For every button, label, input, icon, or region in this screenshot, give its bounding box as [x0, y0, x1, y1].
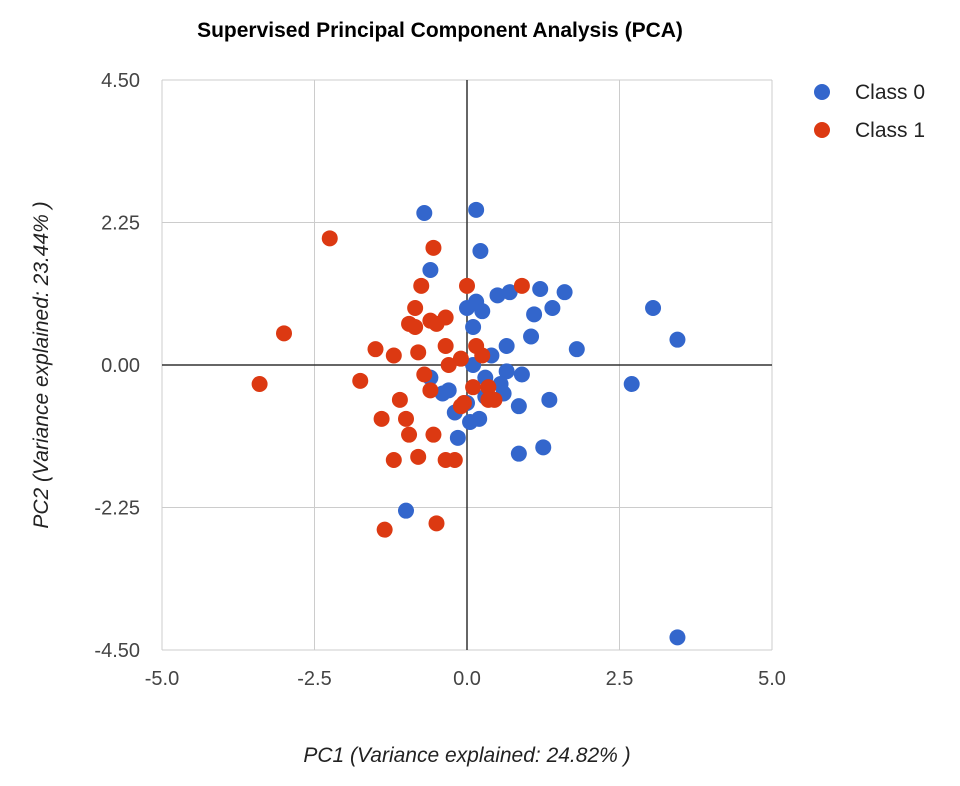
- data-point: [669, 629, 686, 646]
- y-tick-label: -4.50: [94, 640, 140, 662]
- data-point: [446, 452, 463, 468]
- legend-label: Class 1: [855, 119, 925, 142]
- data-point: [510, 398, 527, 415]
- data-point: [425, 239, 442, 256]
- data-point: [398, 410, 414, 427]
- data-point: [251, 376, 268, 392]
- data-point: [437, 338, 454, 354]
- x-tick-label: 0.0: [453, 668, 481, 690]
- data-point: [480, 379, 497, 396]
- data-point: [407, 300, 424, 316]
- data-point: [425, 426, 442, 443]
- data-point: [568, 341, 585, 358]
- y-tick-label: 4.50: [101, 70, 140, 92]
- y-axis-ticks: 4.50 2.25 0.00 -2.25 -4.50: [94, 70, 140, 662]
- data-point: [645, 300, 662, 316]
- data-point: [416, 205, 433, 221]
- data-point: [669, 331, 686, 348]
- data-point: [398, 502, 414, 519]
- data-point: [526, 306, 543, 323]
- data-point: [468, 338, 485, 354]
- data-point: [422, 382, 439, 399]
- series-class-0: [398, 201, 686, 646]
- data-point: [532, 281, 549, 297]
- data-point: [428, 515, 445, 532]
- data-point: [452, 350, 469, 367]
- data-point: [416, 366, 433, 383]
- data-point: [510, 445, 527, 462]
- data-point: [459, 277, 475, 294]
- data-point: [440, 357, 457, 373]
- data-point: [352, 372, 369, 389]
- legend-marker: [814, 122, 830, 138]
- chart-title: Supervised Principal Component Analysis …: [197, 19, 683, 42]
- y-tick-label: 0.00: [101, 355, 140, 377]
- legend-label: Class 0: [855, 81, 925, 104]
- data-point: [541, 391, 558, 408]
- data-point: [489, 287, 506, 304]
- data-point: [498, 363, 515, 380]
- data-point: [321, 230, 338, 247]
- data-point: [276, 325, 292, 342]
- data-point: [410, 448, 427, 465]
- data-point: [373, 410, 390, 427]
- x-tick-label: 2.5: [606, 668, 634, 690]
- data-point: [413, 277, 430, 294]
- x-axis-ticks: -5.0 -2.5 0.0 2.5 5.0: [145, 668, 786, 690]
- x-axis-title: PC1 (Variance explained: 24.82% ): [303, 744, 630, 767]
- data-point: [623, 376, 640, 392]
- data-point: [535, 439, 552, 456]
- data-point: [513, 366, 530, 383]
- data-point: [544, 300, 561, 316]
- data-point: [498, 338, 515, 354]
- x-tick-label: -5.0: [145, 668, 179, 690]
- data-point: [437, 309, 454, 326]
- y-axis-title: PC2 (Variance explained: 23.44% ): [30, 201, 53, 528]
- y-tick-label: -2.25: [94, 498, 140, 520]
- legend-marker: [814, 84, 830, 100]
- data-point: [480, 391, 497, 408]
- data-point: [407, 319, 424, 335]
- legend: Class 0 Class 1: [814, 81, 925, 142]
- data-point: [465, 319, 482, 335]
- x-tick-label: -2.5: [297, 668, 331, 690]
- data-point: [513, 277, 530, 294]
- data-point: [523, 328, 540, 345]
- data-point: [385, 347, 402, 364]
- data-point: [422, 262, 439, 278]
- data-point: [468, 201, 485, 218]
- data-point: [401, 426, 418, 443]
- data-points: [251, 201, 686, 646]
- y-tick-label: 2.25: [101, 213, 140, 235]
- data-point: [472, 243, 489, 259]
- x-tick-label: 5.0: [758, 668, 786, 690]
- data-point: [465, 379, 482, 396]
- series-class-1: [251, 230, 530, 538]
- data-point: [391, 391, 408, 408]
- data-point: [434, 385, 451, 402]
- data-point: [452, 398, 469, 415]
- data-point: [556, 284, 573, 301]
- data-point: [501, 284, 518, 301]
- data-point: [410, 344, 427, 361]
- data-point: [462, 414, 479, 430]
- data-point: [385, 452, 402, 468]
- data-point: [449, 429, 466, 446]
- data-point: [474, 303, 491, 320]
- data-point: [376, 521, 393, 538]
- data-point: [367, 341, 384, 358]
